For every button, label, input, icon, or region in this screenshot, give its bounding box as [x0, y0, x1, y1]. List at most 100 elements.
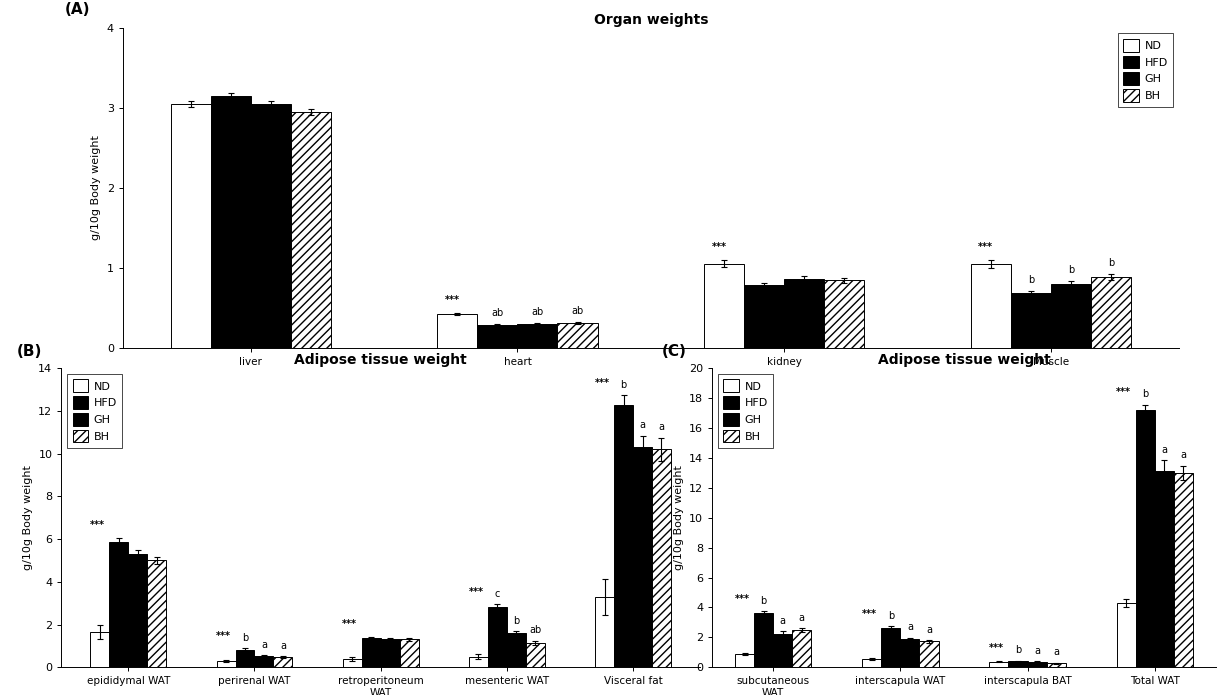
- Bar: [920, 641, 938, 667]
- Text: ab: ab: [571, 306, 583, 316]
- Bar: [488, 607, 507, 667]
- Text: b: b: [242, 633, 248, 643]
- Bar: [216, 661, 236, 667]
- Bar: [128, 554, 147, 667]
- Text: ***: ***: [977, 242, 993, 252]
- Bar: [362, 639, 381, 667]
- Text: ***: ***: [594, 377, 609, 388]
- Bar: [634, 448, 652, 667]
- Bar: [211, 96, 251, 348]
- Text: a: a: [926, 625, 932, 635]
- Bar: [1046, 663, 1066, 667]
- Text: ab: ab: [529, 626, 542, 635]
- Bar: [774, 634, 792, 667]
- Bar: [824, 280, 865, 348]
- Title: Organ weights: Organ weights: [593, 13, 709, 26]
- Text: a: a: [1054, 648, 1060, 657]
- Bar: [1090, 277, 1131, 348]
- Text: ab: ab: [491, 309, 503, 318]
- Title: Adipose tissue weight: Adipose tissue weight: [878, 353, 1050, 367]
- Title: Adipose tissue weight: Adipose tissue weight: [295, 353, 467, 367]
- Text: a: a: [1180, 450, 1186, 460]
- Bar: [1028, 662, 1046, 667]
- Bar: [526, 643, 545, 667]
- Text: a: a: [799, 613, 804, 623]
- Bar: [785, 279, 824, 348]
- Text: ***: ***: [90, 520, 104, 530]
- Bar: [147, 560, 166, 667]
- Text: ***: ***: [734, 594, 749, 604]
- Text: c: c: [495, 589, 500, 599]
- Bar: [900, 639, 920, 667]
- Bar: [1008, 661, 1028, 667]
- Bar: [1174, 473, 1192, 667]
- Text: a: a: [260, 640, 266, 650]
- Legend: ND, HFD, GH, BH: ND, HFD, GH, BH: [1117, 33, 1173, 108]
- Bar: [343, 659, 362, 667]
- Bar: [171, 104, 211, 348]
- Text: (A): (A): [65, 2, 90, 17]
- Bar: [507, 633, 526, 667]
- Bar: [91, 632, 109, 667]
- Bar: [614, 404, 634, 667]
- Bar: [1116, 603, 1136, 667]
- Y-axis label: g/10g Body weight: g/10g Body weight: [91, 136, 101, 240]
- Text: (C): (C): [662, 345, 686, 359]
- Bar: [109, 542, 128, 667]
- Text: b: b: [1028, 275, 1034, 285]
- Bar: [478, 325, 517, 348]
- Bar: [1154, 471, 1174, 667]
- Legend: ND, HFD, GH, BH: ND, HFD, GH, BH: [68, 374, 123, 448]
- Bar: [792, 630, 812, 667]
- Bar: [1011, 293, 1051, 348]
- Text: b: b: [888, 611, 894, 621]
- Text: ***: ***: [468, 587, 484, 597]
- Bar: [469, 657, 488, 667]
- Text: ***: ***: [343, 619, 357, 629]
- Text: b: b: [1014, 646, 1022, 655]
- Text: a: a: [280, 641, 286, 651]
- Text: ***: ***: [1116, 387, 1131, 397]
- Y-axis label: g/10g Body weight: g/10g Body weight: [22, 466, 33, 570]
- Text: a: a: [1034, 646, 1040, 656]
- Bar: [274, 657, 292, 667]
- Text: b: b: [1142, 389, 1148, 399]
- Bar: [291, 112, 330, 348]
- Text: a: a: [1162, 445, 1168, 455]
- Bar: [862, 660, 882, 667]
- Text: (B): (B): [17, 345, 42, 359]
- Text: a: a: [658, 423, 664, 432]
- Bar: [882, 628, 900, 667]
- Y-axis label: g/10g Body weight: g/10g Body weight: [673, 466, 684, 570]
- Bar: [971, 263, 1011, 348]
- Text: b: b: [760, 596, 766, 606]
- Bar: [236, 650, 254, 667]
- Text: a: a: [907, 623, 912, 632]
- Bar: [1136, 410, 1154, 667]
- Bar: [596, 597, 614, 667]
- Text: ***: ***: [862, 609, 877, 619]
- Text: a: a: [780, 616, 786, 626]
- Text: ***: ***: [711, 243, 726, 252]
- Text: b: b: [620, 379, 626, 390]
- Bar: [990, 662, 1008, 667]
- Text: a: a: [640, 420, 646, 430]
- Bar: [744, 285, 785, 348]
- Bar: [558, 322, 598, 348]
- Bar: [517, 323, 558, 348]
- Bar: [399, 639, 419, 667]
- Bar: [251, 104, 291, 348]
- Legend: ND, HFD, GH, BH: ND, HFD, GH, BH: [718, 374, 774, 448]
- Bar: [381, 639, 399, 667]
- Bar: [1051, 284, 1090, 348]
- Bar: [652, 450, 670, 667]
- Text: ***: ***: [989, 644, 1005, 653]
- Bar: [437, 314, 478, 348]
- Bar: [754, 613, 774, 667]
- Bar: [736, 654, 754, 667]
- Text: b: b: [1068, 265, 1074, 275]
- Text: ab: ab: [532, 306, 544, 317]
- Text: b: b: [513, 616, 519, 626]
- Text: ***: ***: [445, 295, 459, 304]
- Text: ***: ***: [216, 631, 231, 641]
